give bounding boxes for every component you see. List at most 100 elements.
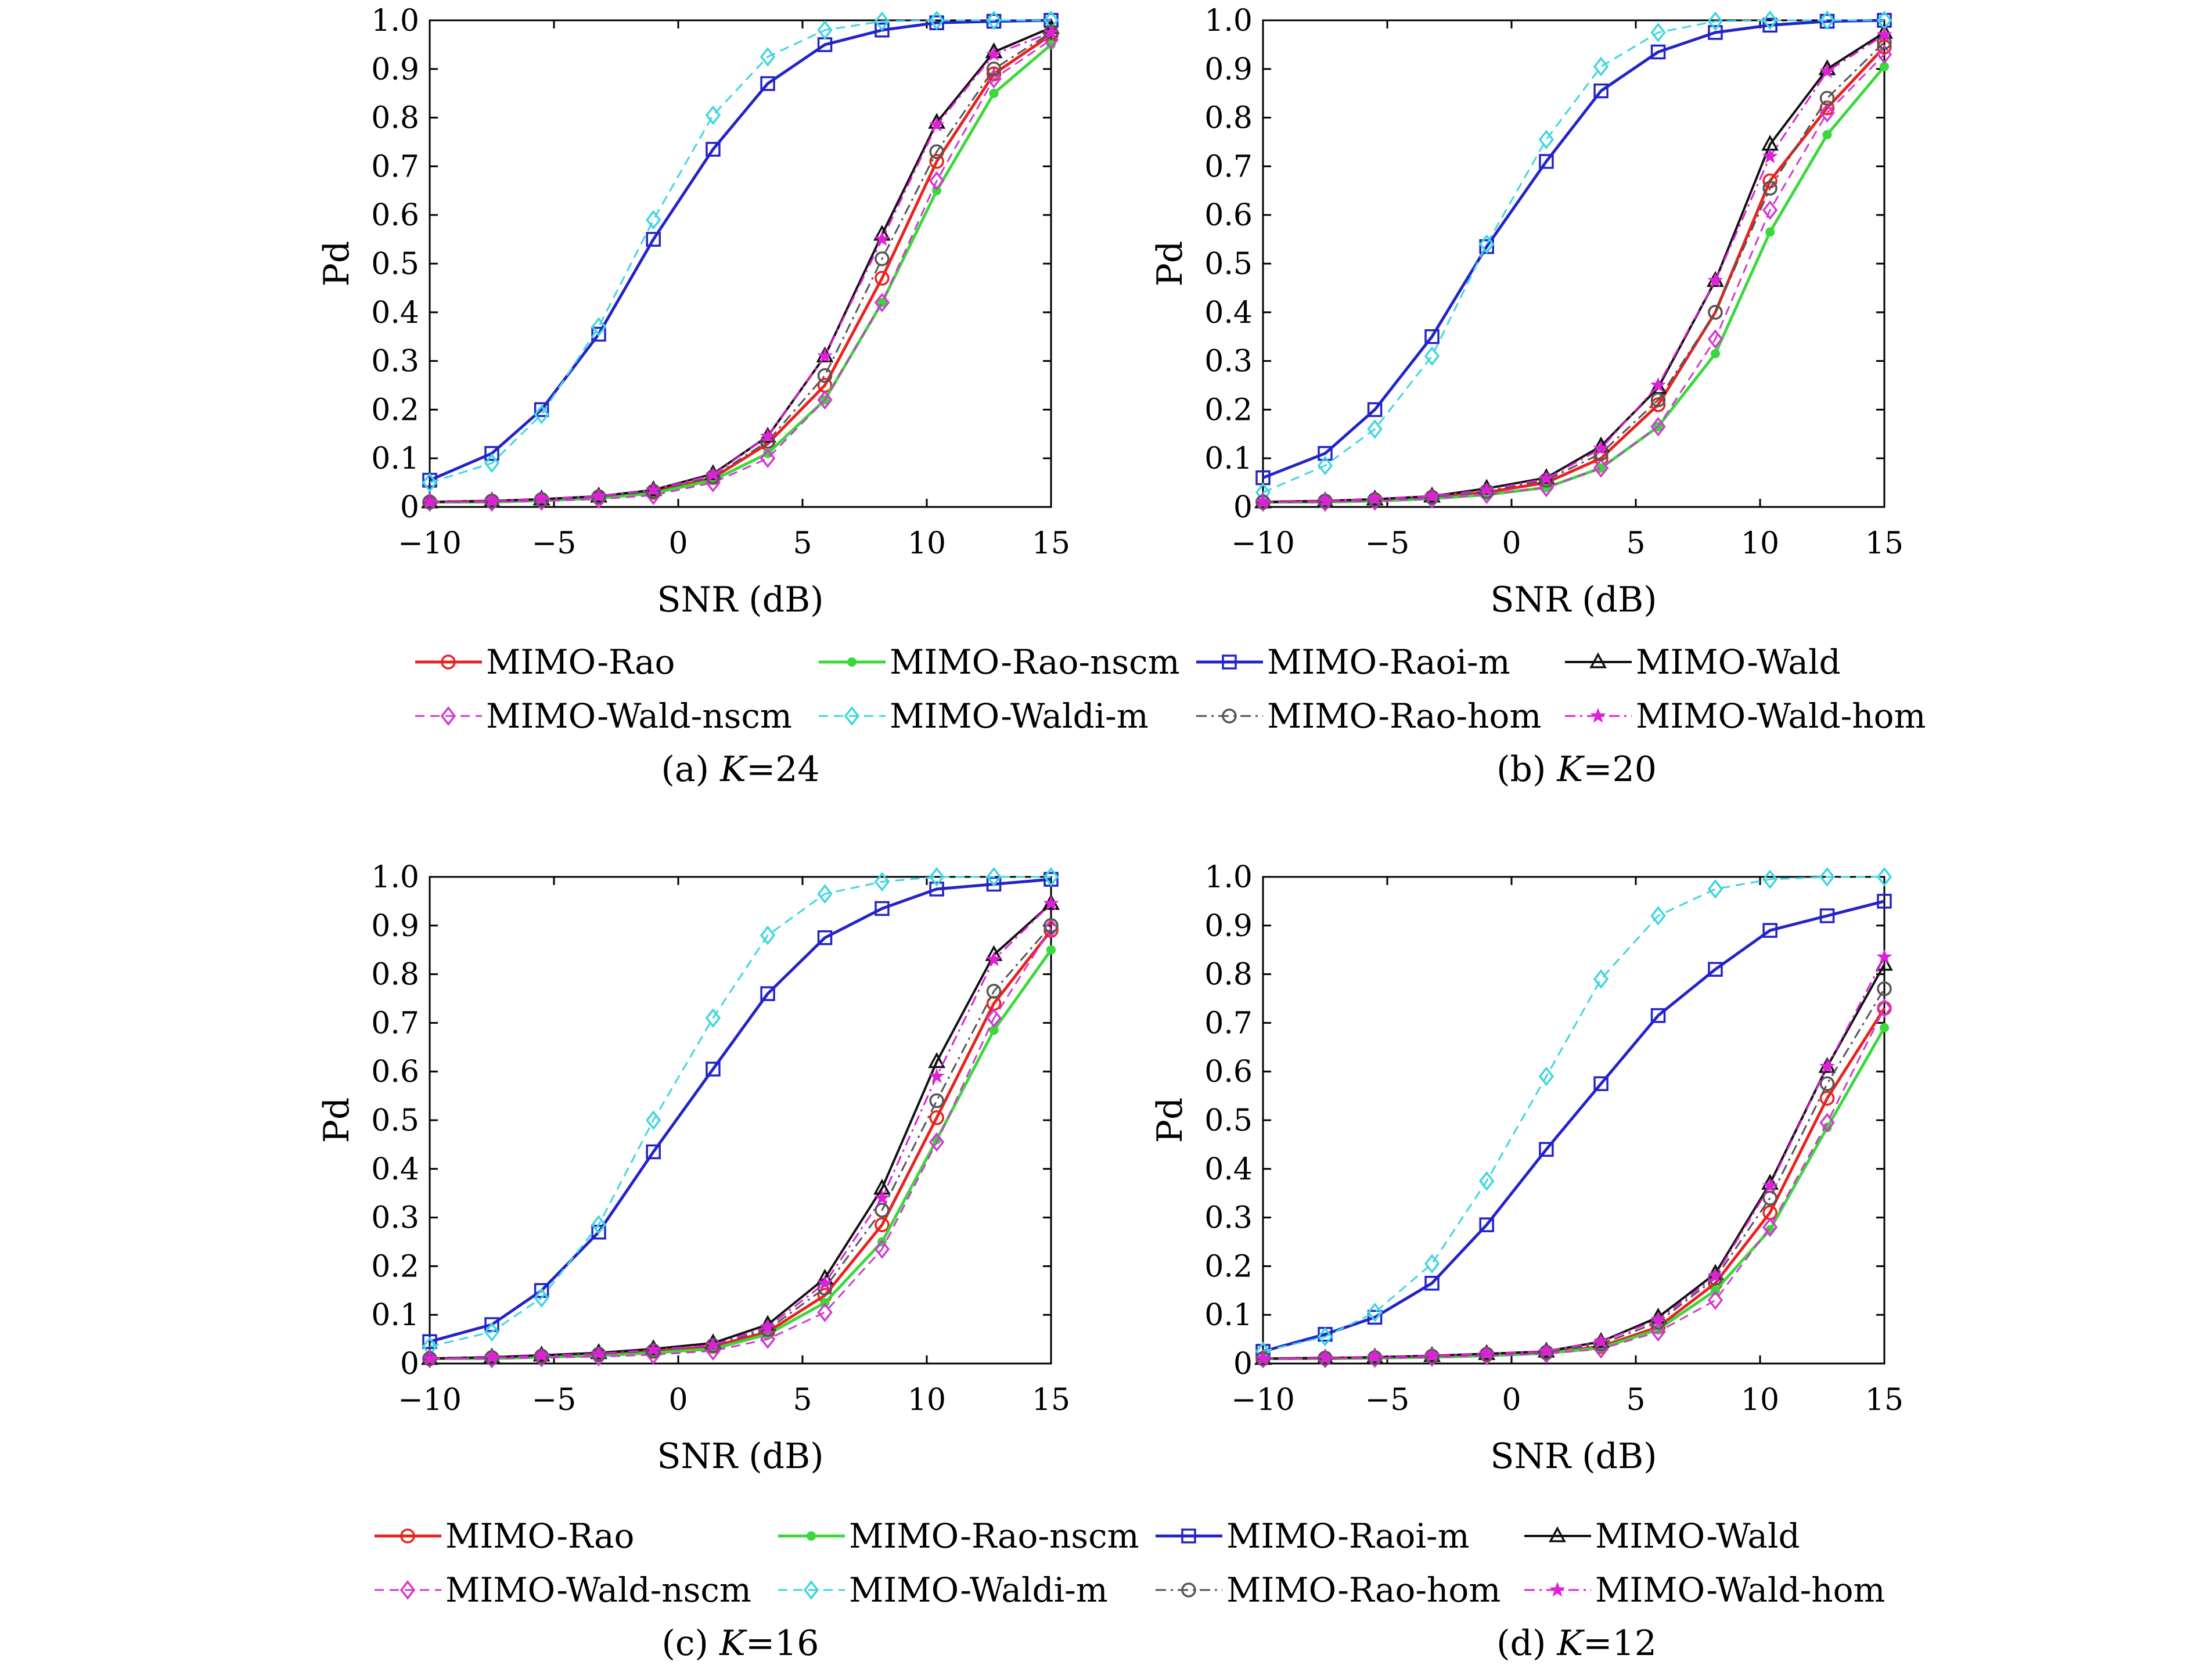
data-point [1650, 392, 1666, 408]
x-tick-label: 15 [1865, 1383, 1903, 1418]
legend-marker [1549, 1581, 1566, 1597]
data-point [534, 404, 549, 425]
y-tick-label: 0.9 [1204, 909, 1253, 944]
data-point [1317, 492, 1333, 508]
data-point [1819, 10, 1835, 30]
data-point [591, 317, 607, 337]
series-mimo-rao-hom [1255, 981, 1892, 1366]
y-tick-label: 0.2 [1204, 393, 1253, 427]
legend-item: MIMO-Wald [1565, 642, 1841, 682]
data-point [422, 492, 438, 512]
y-tick-label: 0.7 [1204, 1006, 1253, 1041]
y-axis-label: Pd [316, 1098, 357, 1143]
legend-item: MIMO-Wald-nscm [415, 696, 792, 736]
data-point [1707, 329, 1723, 349]
data-point [1876, 867, 1892, 887]
legend-label: MIMO-Wald-hom [1595, 1570, 1885, 1610]
data-point [1317, 1327, 1333, 1347]
y-tick-label: 1.0 [371, 860, 419, 895]
y-tick-label: 0.6 [371, 1055, 419, 1089]
legend-item: MIMO-Wald-hom [1565, 696, 1926, 736]
data-point [1593, 83, 1609, 99]
plot-frame [1262, 19, 1885, 508]
data-point [929, 882, 944, 897]
y-tick-label: 0 [1233, 1347, 1253, 1382]
y-tick-label: 0 [1233, 490, 1253, 525]
y-tick-label: 0.8 [371, 958, 419, 992]
legend-item: MIMO-Rao [415, 642, 675, 682]
data-point [986, 62, 1002, 77]
y-tick-label: 0.2 [1204, 1249, 1253, 1284]
chart-panel-a: −10 −5 0 5 10 15 0 0.1 0.2 0.3 0.4 0.5 0.6 0.7 0.8 0.9 1… [316, 3, 1070, 790]
y-tick-label: 0.8 [1204, 101, 1253, 136]
legend-marker [1181, 1528, 1196, 1544]
data-point [1424, 1254, 1440, 1274]
x-tick-label: −10 [398, 1383, 462, 1418]
x-tick-label: 15 [1865, 526, 1903, 561]
data-point [1762, 869, 1778, 890]
legend-marker [1181, 1582, 1196, 1598]
series-line [1263, 1008, 1885, 1360]
series-mimo-waldi-m [1255, 10, 1892, 502]
legend-item: MIMO-Waldi-m [778, 1570, 1108, 1610]
series-line [1262, 988, 1885, 1360]
x-tick-label: 0 [668, 526, 688, 561]
data-point [1765, 227, 1775, 237]
data-point [1762, 1190, 1777, 1206]
legend-marker [1590, 707, 1606, 723]
x-tick-label: 5 [793, 526, 812, 561]
data-point [1596, 463, 1606, 473]
x-tick-label: 10 [908, 1383, 946, 1418]
data-point [929, 171, 945, 191]
data-point [875, 1203, 890, 1218]
legend-item: MIMO-Rao-hom [1196, 696, 1541, 736]
series-mimo-wald-hom [1255, 26, 1892, 509]
y-tick-label: 0.9 [1204, 52, 1253, 87]
x-tick-label: 15 [1032, 526, 1070, 561]
data-point [929, 10, 945, 30]
series-line [1262, 963, 1885, 1360]
series-line [1263, 1027, 1886, 1361]
x-tick-label: 0 [668, 1383, 688, 1418]
series-line [429, 924, 1052, 1360]
data-point [422, 1334, 437, 1350]
data-point [875, 23, 890, 38]
series-mimo-waldi-m [422, 10, 1059, 492]
data-point [1650, 416, 1666, 437]
data-point [1043, 24, 1059, 39]
legend-marker [807, 1531, 816, 1541]
data-point [705, 1008, 721, 1028]
data-point [1708, 962, 1723, 977]
data-point [1819, 1058, 1836, 1074]
series-mimo-wald-nscm [1255, 44, 1892, 512]
data-point [1762, 1177, 1778, 1193]
y-tick-label: 0.5 [371, 247, 419, 282]
data-point [1478, 234, 1495, 254]
y-tick-label: 0.6 [1204, 198, 1253, 233]
data-point [874, 293, 890, 312]
data-point [1043, 867, 1059, 887]
data-point [1318, 446, 1333, 461]
data-point [534, 1347, 550, 1363]
data-point [985, 951, 1002, 966]
legend-item: MIMO-Raoi-m [1156, 1516, 1470, 1556]
data-point [817, 368, 833, 383]
data-point [1478, 1171, 1495, 1191]
data-point [986, 10, 1002, 30]
data-point [760, 47, 776, 67]
data-point [1043, 918, 1059, 938]
y-tick-label: 0.5 [1204, 1103, 1253, 1138]
y-tick-label: 1.0 [371, 3, 419, 38]
series-mimo-rao-nscm [425, 39, 1056, 507]
y-tick-label: 1.0 [1204, 3, 1253, 38]
data-point [484, 453, 500, 473]
data-point [1819, 1113, 1835, 1133]
data-point [646, 232, 661, 247]
data-point [1876, 998, 1892, 1019]
data-point [1819, 91, 1835, 106]
series-mimo-wald-hom [422, 24, 1059, 509]
x-tick-label: 0 [1502, 1383, 1521, 1418]
data-point [1819, 867, 1835, 887]
series-line [429, 19, 1052, 482]
data-point [705, 105, 721, 125]
